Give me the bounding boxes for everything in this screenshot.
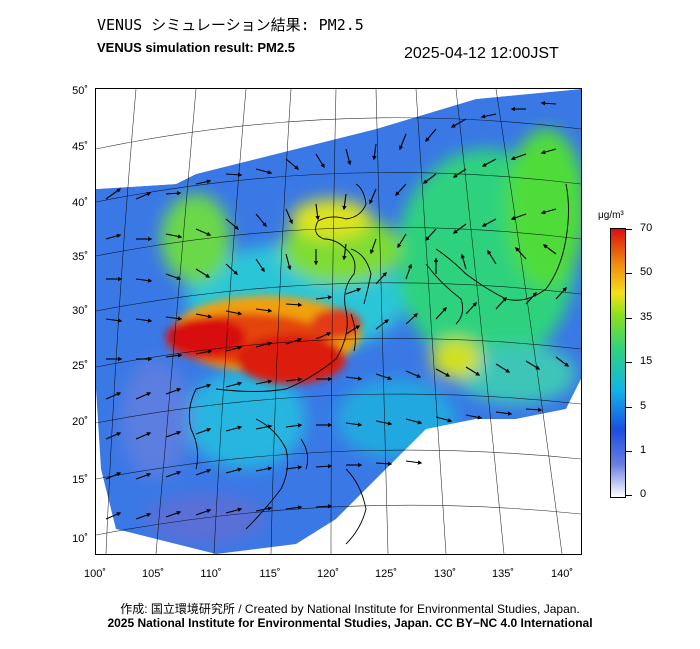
lon-label: 135˚ [491, 568, 515, 580]
lat-label: 15˚ [72, 474, 88, 486]
lon-label: 140˚ [550, 568, 574, 580]
license-line: 2025 National Institute for Environmenta… [107, 616, 593, 630]
colorbar-tick [626, 362, 632, 363]
lat-label: 20˚ [72, 416, 88, 428]
colorbar-tick [626, 451, 632, 452]
lat-label: 35˚ [72, 251, 88, 263]
colorbar-label: 50 [640, 266, 653, 278]
lat-label: 50˚ [72, 85, 88, 97]
colorbar-tick [626, 318, 632, 319]
map-canvas [96, 89, 581, 554]
lon-label: 120˚ [316, 568, 340, 580]
lon-label: 115˚ [259, 568, 281, 580]
colorbar-tick [626, 407, 632, 408]
colorbar-unit: μg/m³ [598, 210, 624, 221]
lon-label: 130˚ [433, 568, 457, 580]
title-english: VENUS simulation result: PM2.5 [97, 40, 295, 55]
colorbar [610, 228, 626, 498]
colorbar-label: 15 [640, 355, 653, 367]
lat-label: 25˚ [72, 360, 88, 372]
colorbar-label: 5 [640, 400, 647, 412]
concentration-field [96, 89, 581, 554]
title-japanese: VENUS シミュレーション結果: PM2.5 [97, 16, 364, 34]
lon-label: 125˚ [374, 568, 398, 580]
colorbar-tick [626, 495, 632, 496]
credit-line: 作成: 国立環境研究所 / Created by National Instit… [120, 602, 580, 616]
timestamp: 2025-04-12 12:00JST [404, 45, 559, 62]
wind-arrows [105, 101, 570, 520]
lat-label: 40˚ [72, 197, 88, 209]
colorbar-tick [626, 229, 632, 230]
colorbar-label: 0 [640, 488, 647, 500]
lat-label: 45˚ [72, 141, 88, 153]
lat-label: 10˚ [72, 533, 88, 545]
colorbar-label: 70 [640, 222, 653, 234]
lat-label: 30˚ [72, 305, 88, 317]
colorbar-label: 35 [640, 311, 653, 323]
lon-label: 100˚ [83, 568, 107, 580]
colorbar-tick [626, 273, 632, 274]
colorbar-label: 1 [640, 444, 647, 456]
lon-label: 105˚ [141, 568, 165, 580]
lon-label: 110˚ [200, 568, 222, 580]
pm25-map [95, 88, 582, 555]
